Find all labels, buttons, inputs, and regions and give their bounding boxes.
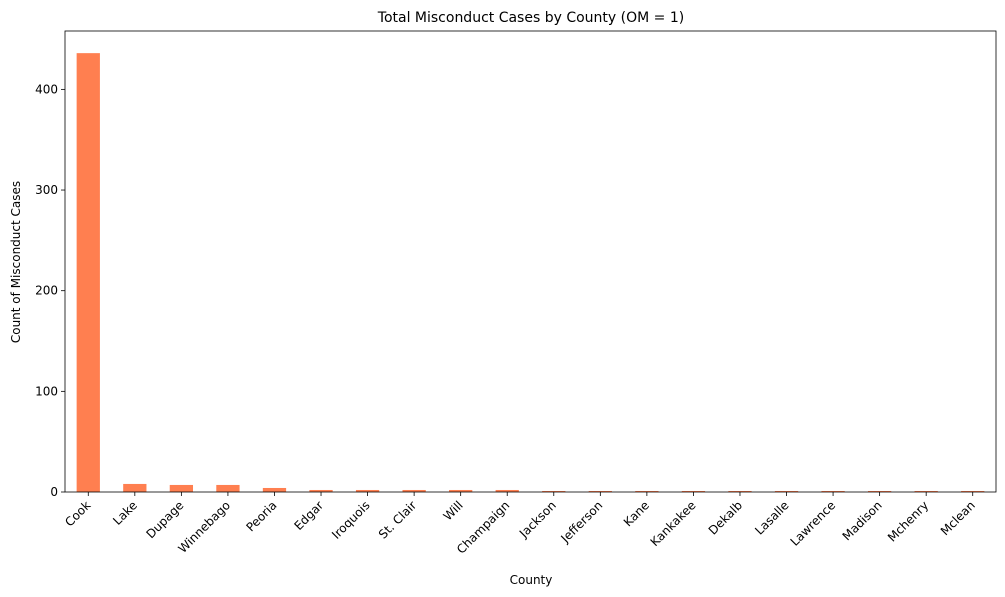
- bar-champaign: [495, 489, 519, 492]
- x-tick-label: Edgar: [291, 498, 326, 533]
- y-tick-label: 0: [50, 485, 58, 499]
- bar-will: [449, 489, 473, 492]
- x-tick-label: Cook: [62, 498, 93, 529]
- x-tick-label: Mchenry: [885, 498, 931, 544]
- y-tick-label: 200: [35, 284, 58, 298]
- y-tick-label: 300: [35, 183, 58, 197]
- bar-jefferson: [588, 490, 612, 492]
- x-axis-label: County: [510, 573, 553, 587]
- bar-lasalle: [774, 490, 799, 492]
- bar-lawrence: [821, 490, 845, 492]
- bar-madison: [867, 490, 892, 492]
- x-tick-label: Kane: [621, 498, 652, 529]
- x-tick-label: Jackson: [516, 498, 559, 541]
- x-tick-label: Kankakee: [648, 498, 699, 549]
- x-tick-label: Peoria: [243, 498, 279, 534]
- bar-st-clair: [402, 489, 426, 492]
- x-tick-label: Iroquois: [329, 498, 373, 542]
- bar-jackson: [542, 490, 566, 492]
- x-tick-label: Mclean: [938, 498, 978, 538]
- bar-mchenry: [914, 490, 938, 492]
- plot-area: [64, 30, 997, 493]
- bar-dekalb: [728, 490, 752, 492]
- x-tick-label: St. Clair: [376, 498, 419, 541]
- x-tick-label: Dekalb: [706, 498, 745, 537]
- x-tick-label: Lawrence: [788, 498, 839, 549]
- y-tick-label: 400: [35, 82, 58, 96]
- y-axis-label: Count of Misconduct Cases: [9, 181, 23, 343]
- bar-dupage: [169, 484, 194, 492]
- x-tick-label: Dupage: [143, 498, 186, 541]
- x-tick-label: Will: [441, 498, 466, 523]
- bar-peoria: [262, 487, 287, 492]
- y-tick-label: 100: [35, 384, 58, 398]
- x-tick-label: Lasalle: [752, 498, 791, 537]
- chart-title: Total Misconduct Cases by County (OM = 1…: [377, 10, 684, 26]
- bar-winnebago: [216, 484, 240, 492]
- plot-frame: [64, 30, 997, 493]
- x-tick-label: Madison: [840, 498, 885, 543]
- bar-kankakee: [681, 490, 706, 492]
- bar-lake: [123, 483, 147, 492]
- bar-kane: [635, 490, 659, 492]
- bar-iroquois: [355, 489, 380, 492]
- x-tick-label: Jefferson: [558, 498, 606, 546]
- y-axis: 0 100 200 300 400: [35, 82, 65, 499]
- bar-cook: [76, 53, 100, 492]
- bar-edgar: [309, 489, 333, 492]
- bar-mclean: [961, 490, 985, 492]
- x-tick-label: Lake: [110, 498, 140, 528]
